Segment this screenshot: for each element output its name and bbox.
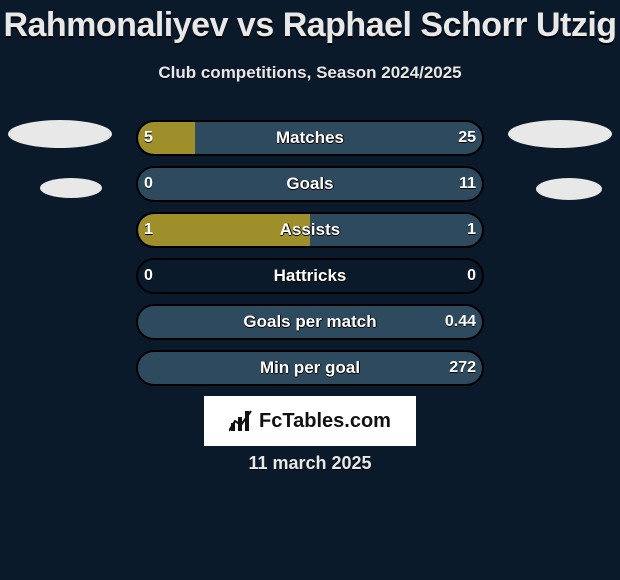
bar-right xyxy=(310,214,482,246)
bar-track xyxy=(136,212,484,248)
bar-track xyxy=(136,304,484,340)
page-subtitle: Club competitions, Season 2024/2025 xyxy=(0,63,620,83)
chart-icon xyxy=(229,409,253,433)
bar-track xyxy=(136,258,484,294)
bar-track xyxy=(136,120,484,156)
metric-row: Hattricks00 xyxy=(0,258,620,294)
metric-row: Assists11 xyxy=(0,212,620,248)
branding-text: FcTables.com xyxy=(259,410,391,433)
metric-row: Min per goal272 xyxy=(0,350,620,386)
metric-row: Goals011 xyxy=(0,166,620,202)
bar-left xyxy=(138,122,195,154)
date-label: 11 march 2025 xyxy=(0,453,620,474)
bar-track xyxy=(136,166,484,202)
page-title: Rahmonaliyev vs Raphael Schorr Utzig xyxy=(0,0,620,45)
branding-badge: FcTables.com xyxy=(204,396,416,446)
bar-right xyxy=(138,306,482,338)
bar-right xyxy=(138,352,482,384)
bar-left xyxy=(138,214,310,246)
bar-right xyxy=(138,168,482,200)
bar-right xyxy=(195,122,482,154)
metrics-chart: Matches525 Goals011 Assists11 Hattricks00 Go… xyxy=(0,120,620,396)
metric-row: Matches525 xyxy=(0,120,620,156)
comparison-infographic: Rahmonaliyev vs Raphael Schorr Utzig Clu… xyxy=(0,0,620,580)
bar-track xyxy=(136,350,484,386)
metric-row: Goals per match0.44 xyxy=(0,304,620,340)
